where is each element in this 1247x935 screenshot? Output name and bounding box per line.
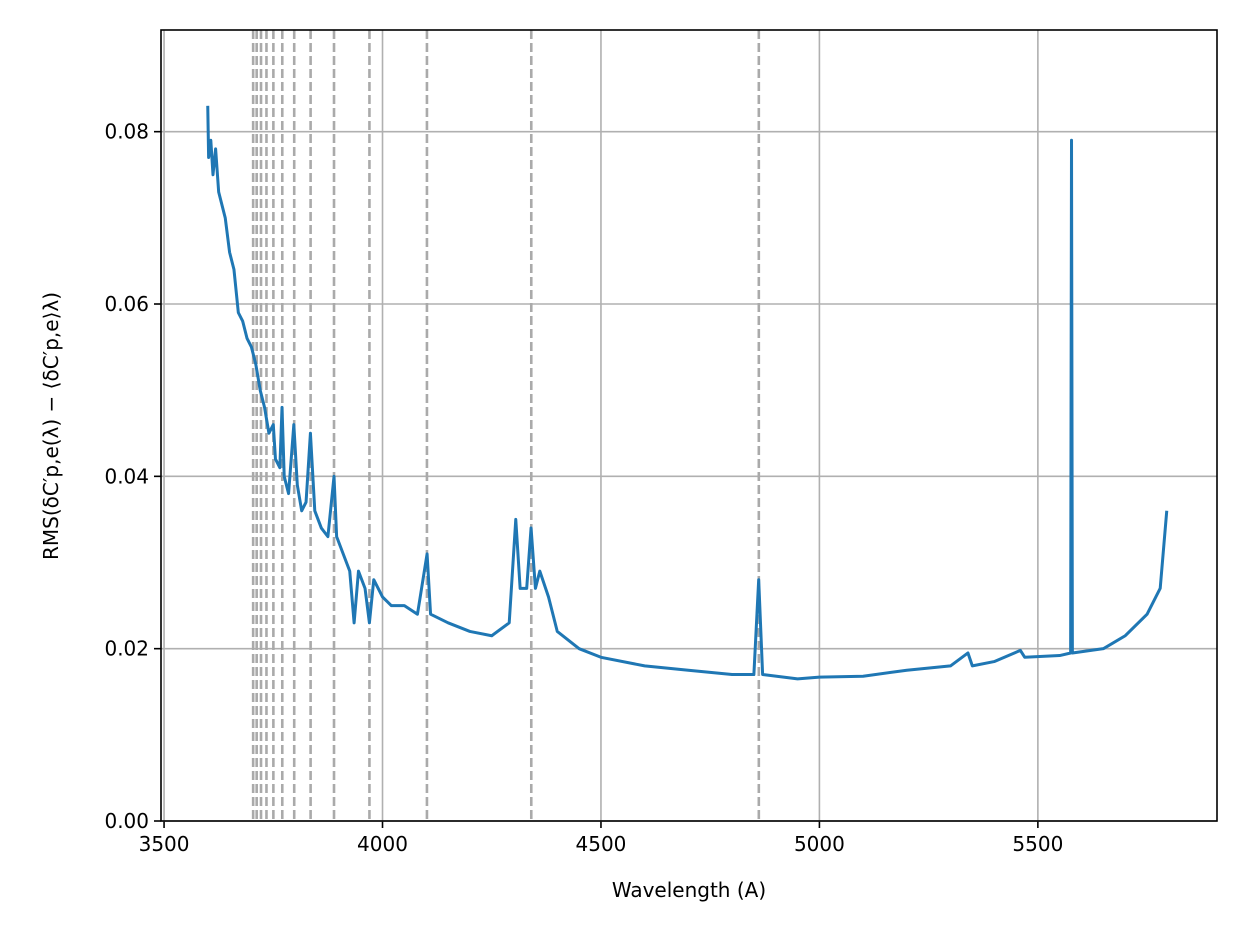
y-tick-label: 0.08 xyxy=(104,120,149,144)
y-tick-label: 0.04 xyxy=(104,464,149,488)
y-tick-label: 0.06 xyxy=(104,292,149,316)
x-tick-label: 5000 xyxy=(794,832,845,856)
x-tick-label: 4500 xyxy=(576,832,627,856)
x-tick-label: 4000 xyxy=(357,832,408,856)
data-line xyxy=(206,105,1169,681)
x-tick-label: 5500 xyxy=(1012,832,1063,856)
x-tick-label: 3500 xyxy=(139,832,190,856)
plot-frame xyxy=(160,29,1218,822)
y-axis-label: RMS(δC′p,e(λ) − ⟨δC′p,e⟩λ) xyxy=(39,292,63,560)
y-tick-label: 0.02 xyxy=(104,637,149,661)
y-tick-label: 0.00 xyxy=(104,809,149,833)
x-axis-label: Wavelength (A) xyxy=(612,878,766,902)
